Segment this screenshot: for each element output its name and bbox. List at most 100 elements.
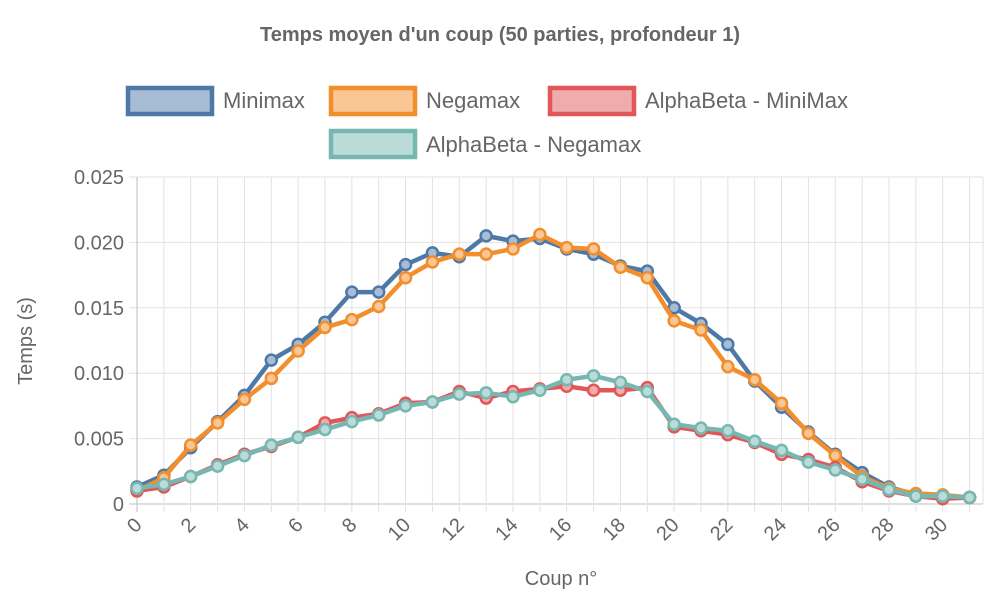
data-point (506, 389, 520, 404)
legend-label: AlphaBeta - MiniMax (645, 88, 848, 113)
data-point (586, 242, 601, 256)
data-point (640, 384, 655, 399)
data-point (345, 285, 359, 299)
chart-title: Temps moyen d'un coup (50 parties, profo… (260, 24, 740, 46)
series-group (130, 369, 977, 505)
x-axis-label: Coup n° (525, 568, 598, 590)
data-point (291, 344, 305, 358)
x-tick-label: 24 (760, 514, 791, 545)
data-point (183, 469, 198, 484)
data-point (721, 359, 735, 374)
data-point (264, 353, 279, 367)
data-point (774, 396, 789, 411)
x-tick-label: 12 (438, 514, 469, 545)
data-point (183, 438, 198, 452)
data-point (398, 270, 413, 285)
data-point (721, 424, 735, 438)
legend-swatch (328, 85, 418, 117)
data-point (291, 430, 305, 445)
data-point (130, 481, 144, 496)
series-line (134, 384, 972, 502)
data-point (694, 323, 708, 337)
data-point (237, 392, 252, 407)
data-point (479, 386, 493, 400)
grid (129, 176, 984, 512)
x-tick-label: 6 (284, 514, 307, 537)
legend-label: AlphaBeta - Negamax (426, 132, 641, 157)
data-point (613, 260, 628, 275)
data-point (721, 337, 735, 352)
x-tick-label: 28 (867, 514, 898, 545)
legend-item: AlphaBeta - Negamax (328, 128, 641, 160)
data-point (559, 372, 574, 387)
y-axis-label: Temps (s) (15, 297, 37, 385)
y-tick-label: 0 (113, 494, 124, 516)
series-group (130, 379, 977, 506)
data-point (506, 242, 520, 256)
x-tick-label: 26 (814, 514, 845, 545)
data-point (747, 434, 762, 448)
y-tick-label: 0.015 (74, 298, 124, 320)
data-point (425, 255, 440, 269)
data-point (237, 448, 252, 463)
series-group (130, 229, 977, 505)
data-point (371, 285, 386, 299)
data-point (398, 399, 413, 413)
data-point (371, 408, 386, 422)
data-point (157, 477, 171, 492)
data-point (962, 490, 977, 505)
legend-swatch (125, 85, 215, 117)
x-axis-ticks: 0 2 4 6 8 10 12 14 16 18 20 22 24 26 28 30 (123, 514, 952, 545)
data-point (371, 299, 386, 314)
x-tick-label: 0 (123, 514, 146, 537)
x-tick-label: 30 (921, 514, 952, 545)
x-tick-label: 18 (599, 514, 630, 545)
data-point (452, 247, 467, 261)
y-tick-label: 0.020 (74, 232, 124, 254)
data-point (747, 372, 762, 387)
y-axis-ticks: 0 0.005 0.010 0.015 0.020 0.025 (74, 167, 124, 516)
series-layer (130, 227, 977, 506)
series-line (134, 233, 972, 500)
data-point (801, 426, 816, 441)
data-point (855, 472, 869, 486)
data-point (210, 416, 225, 430)
data-point (425, 395, 440, 409)
data-point (586, 369, 601, 383)
data-point (828, 448, 843, 463)
data-point (318, 320, 332, 335)
data-point (210, 459, 225, 473)
data-point (586, 383, 601, 397)
data-point (559, 240, 574, 255)
legend-label: Negamax (426, 88, 520, 113)
x-tick-label: 10 (384, 514, 415, 545)
legend-swatch (547, 85, 637, 117)
data-point (667, 314, 681, 328)
legend-item: AlphaBeta - MiniMax (547, 85, 848, 117)
data-point (935, 489, 950, 503)
y-tick-label: 0.010 (74, 363, 124, 385)
data-point (909, 489, 923, 503)
data-point (694, 421, 708, 435)
data-point (774, 443, 789, 458)
y-tick-label: 0.005 (74, 429, 124, 451)
legend-swatch (328, 128, 418, 160)
data-point (452, 387, 467, 401)
data-point (801, 455, 816, 469)
legend: Minimax Negamax AlphaBeta - MiniMaxAlphaBe… (125, 85, 848, 160)
x-tick-label: 20 (652, 514, 683, 545)
y-tick-label: 0.025 (74, 167, 124, 189)
legend-item: Negamax (328, 85, 520, 117)
data-point (264, 438, 279, 452)
series-line (134, 373, 972, 500)
x-tick-label: 4 (231, 514, 254, 537)
data-point (613, 375, 628, 390)
data-point (828, 463, 843, 477)
data-point (318, 422, 332, 437)
legend-label: Minimax (223, 88, 305, 113)
data-point (479, 247, 493, 261)
data-point (264, 371, 279, 386)
data-point (533, 383, 547, 397)
x-tick-label: 14 (491, 514, 522, 545)
